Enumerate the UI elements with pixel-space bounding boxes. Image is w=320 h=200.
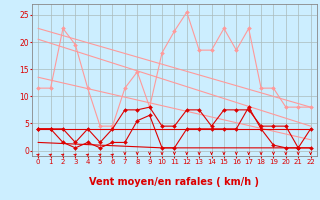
X-axis label: Vent moyen/en rafales ( km/h ): Vent moyen/en rafales ( km/h ) <box>89 177 260 187</box>
